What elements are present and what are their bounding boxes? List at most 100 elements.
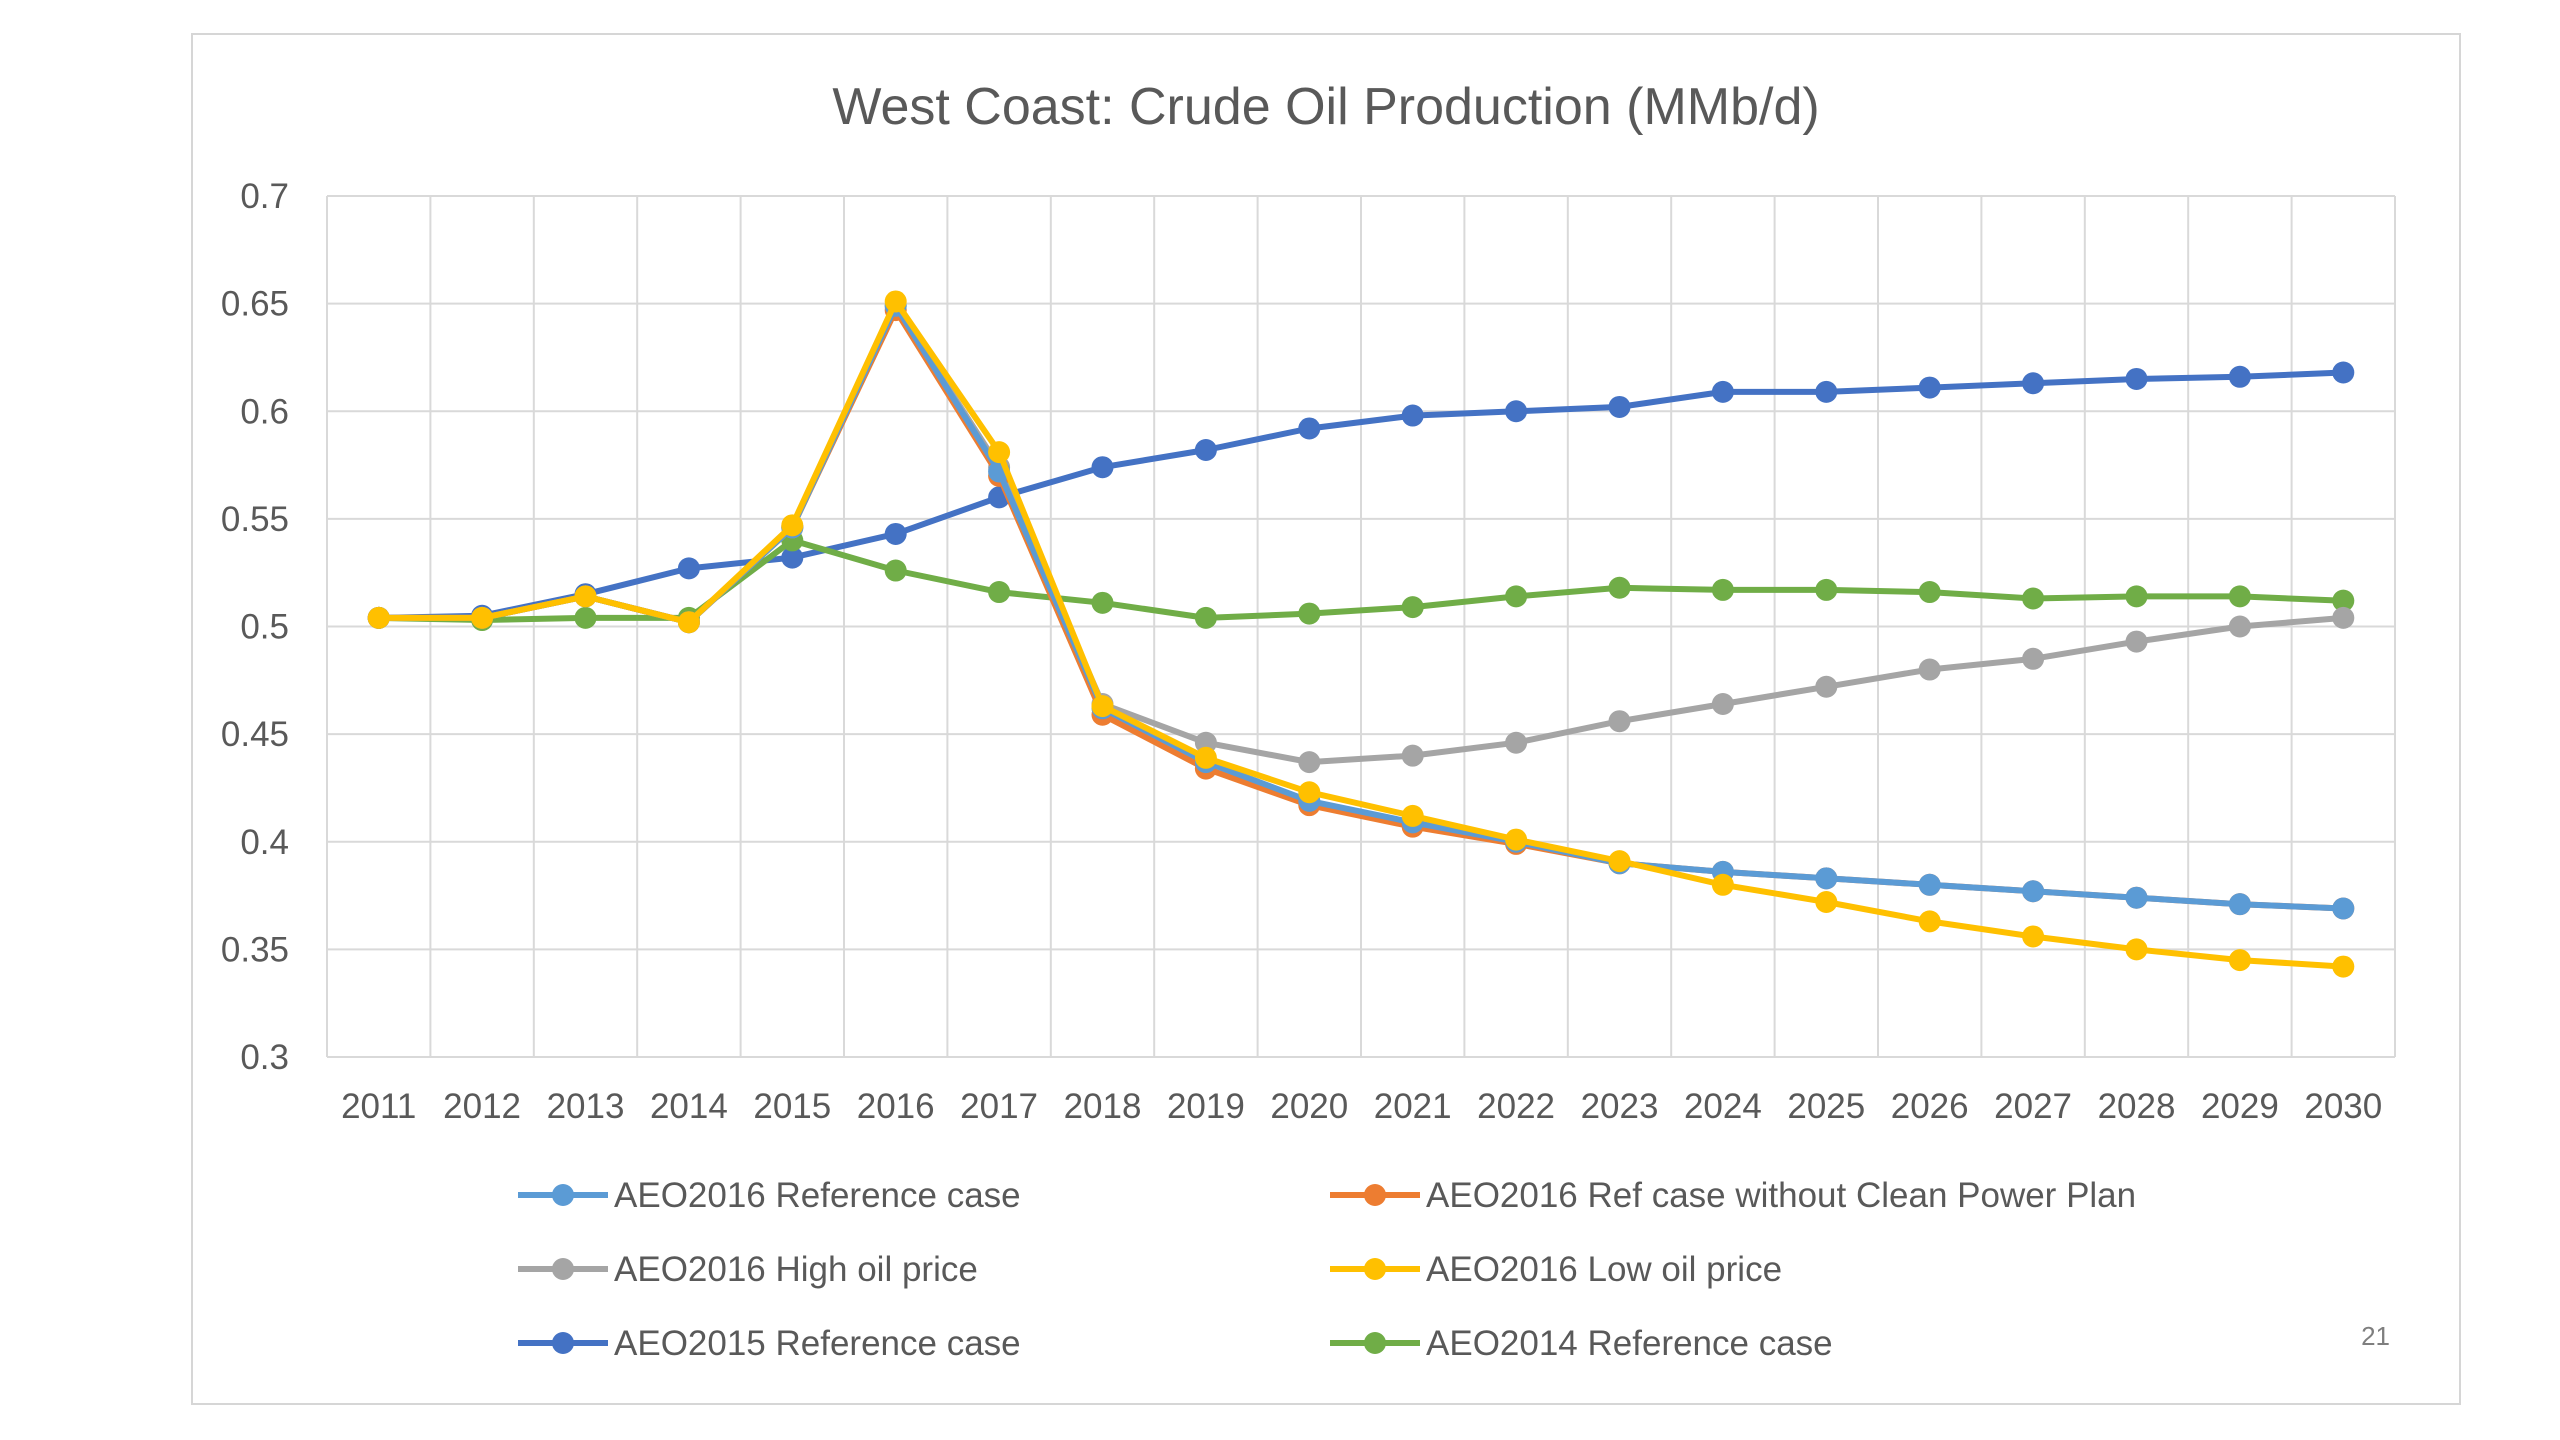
- data-point: [1608, 395, 1631, 418]
- series-3: [367, 290, 2355, 978]
- y-tick-label: 0.3: [240, 1038, 289, 1077]
- data-point: [471, 606, 494, 629]
- data-point: [1711, 380, 1734, 403]
- y-tick-label: 0.4: [240, 823, 289, 862]
- data-point: [1194, 731, 1217, 754]
- data-point: [1505, 585, 1528, 608]
- legend-label: AEO2016 Low oil price: [1426, 1250, 1782, 1289]
- legend-label: AEO2016 Reference case: [614, 1176, 1021, 1215]
- x-tick-label: 2022: [1477, 1087, 1555, 1126]
- chart-title: West Coast: Crude Oil Production (MMb/d): [832, 78, 1819, 136]
- data-point: [1194, 438, 1217, 461]
- data-point: [1918, 658, 1941, 681]
- data-point: [574, 606, 597, 629]
- data-point: [2228, 585, 2251, 608]
- data-point: [2125, 367, 2148, 390]
- legend-swatch-marker: [1364, 1332, 1386, 1354]
- legend-swatch-marker: [1364, 1258, 1386, 1280]
- legend-item: AEO2015 Reference case: [518, 1324, 1021, 1363]
- data-point: [1918, 376, 1941, 399]
- x-tick-label: 2017: [960, 1087, 1038, 1126]
- data-point: [1711, 578, 1734, 601]
- data-point: [677, 611, 700, 634]
- data-point: [1815, 891, 1838, 914]
- data-point: [1608, 710, 1631, 733]
- data-point: [1918, 581, 1941, 604]
- data-point: [1091, 456, 1114, 479]
- legend: AEO2016 Reference case AEO2016 Ref case w…: [518, 1176, 2136, 1363]
- data-point: [2228, 365, 2251, 388]
- data-point: [2332, 589, 2355, 612]
- data-point: [367, 606, 390, 629]
- data-point: [2228, 615, 2251, 638]
- data-point: [1711, 873, 1734, 896]
- data-point: [1194, 606, 1217, 629]
- data-point: [2228, 949, 2251, 972]
- legend-label: AEO2014 Reference case: [1426, 1324, 1833, 1363]
- data-point: [1298, 751, 1321, 774]
- x-tick-label: 2027: [1994, 1087, 2072, 1126]
- gridlines: [326, 195, 2396, 1058]
- legend-label: AEO2015 Reference case: [614, 1324, 1021, 1363]
- y-tick-label: 0.55: [221, 500, 289, 539]
- data-point: [574, 585, 597, 608]
- data-point: [2125, 886, 2148, 909]
- x-tick-label: 2026: [1891, 1087, 1969, 1126]
- data-point: [1298, 781, 1321, 804]
- page-number: 21: [2361, 1321, 2390, 1351]
- data-point: [781, 514, 804, 537]
- data-point: [1091, 591, 1114, 614]
- x-tick-label: 2015: [753, 1087, 831, 1126]
- data-point: [1401, 596, 1424, 619]
- data-point: [1194, 746, 1217, 769]
- x-tick-label: 2012: [443, 1087, 521, 1126]
- data-point: [2332, 897, 2355, 920]
- x-tick-label: 2028: [2098, 1087, 2176, 1126]
- data-point: [1298, 602, 1321, 625]
- data-point: [1815, 380, 1838, 403]
- data-point: [1918, 910, 1941, 933]
- legend-label: AEO2016 Ref case without Clean Power Pla…: [1426, 1176, 2136, 1215]
- data-point: [884, 522, 907, 545]
- data-point: [1091, 695, 1114, 718]
- data-point: [1401, 804, 1424, 827]
- data-point: [2022, 647, 2045, 670]
- data-point: [988, 441, 1011, 464]
- legend-swatch-marker: [1364, 1184, 1386, 1206]
- axis-tick-labels: 0.3 0.35 0.4 0.45 0.5 0.55 0.6 0.65 0.7 2011 2012 2…: [221, 177, 2382, 1126]
- series-line: [375, 369, 2347, 621]
- x-tick-label: 2021: [1374, 1087, 1452, 1126]
- data-point: [2332, 955, 2355, 978]
- data-point: [2228, 893, 2251, 916]
- y-tick-label: 0.5: [240, 608, 289, 647]
- x-tick-label: 2020: [1270, 1087, 1348, 1126]
- series-lines: [367, 290, 2355, 978]
- x-tick-label: 2013: [547, 1087, 625, 1126]
- x-tick-label: 2019: [1167, 1087, 1245, 1126]
- x-tick-label: 2023: [1581, 1087, 1659, 1126]
- legend-item: AEO2014 Reference case: [1330, 1324, 1833, 1363]
- data-point: [1505, 400, 1528, 423]
- data-point: [781, 546, 804, 569]
- data-point: [988, 581, 1011, 604]
- data-point: [2125, 630, 2148, 653]
- data-point: [1505, 828, 1528, 851]
- series-line: [375, 298, 2347, 970]
- x-tick-label: 2025: [1787, 1087, 1865, 1126]
- data-point: [1401, 744, 1424, 767]
- legend-item: AEO2016 High oil price: [518, 1250, 978, 1289]
- data-point: [884, 559, 907, 582]
- data-point: [1918, 873, 1941, 896]
- data-point: [1815, 867, 1838, 890]
- data-point: [1815, 578, 1838, 601]
- legend-label: AEO2016 High oil price: [614, 1250, 978, 1289]
- data-point: [1505, 731, 1528, 754]
- y-tick-label: 0.35: [221, 930, 289, 969]
- y-tick-label: 0.7: [240, 177, 289, 216]
- data-point: [1711, 692, 1734, 715]
- data-point: [884, 290, 907, 313]
- legend-swatch-marker: [552, 1258, 574, 1280]
- legend-item: AEO2016 Reference case: [518, 1176, 1021, 1215]
